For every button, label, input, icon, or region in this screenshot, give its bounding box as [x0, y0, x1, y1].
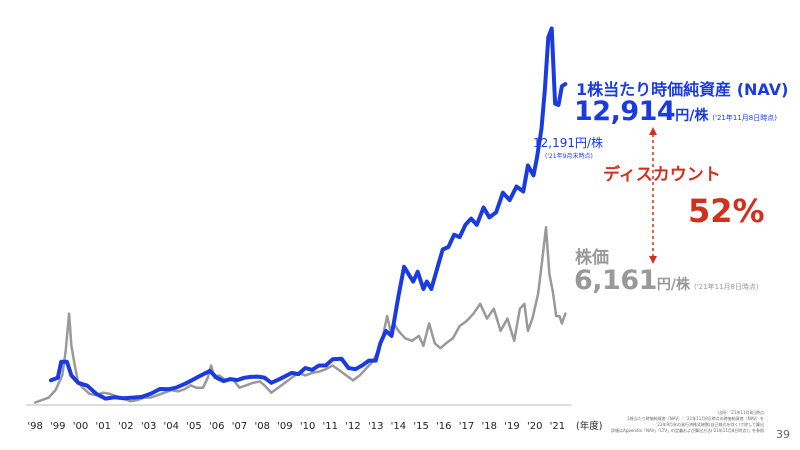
x-tick-label: '08	[254, 421, 269, 432]
nav-sep-value: 12,191円/株	[533, 136, 604, 150]
footnote: 1株当たり時価純資産（NAV）：'21年11月8日時点の時価純資産（NAV）を	[627, 416, 764, 421]
nav-series-line	[49, 26, 568, 401]
x-tick-label: '01	[95, 421, 110, 432]
x-tick-label: '20	[527, 421, 542, 432]
x-tick-label: '15	[413, 421, 428, 432]
x-tick-label: '99	[50, 421, 65, 432]
price-series-line	[33, 226, 567, 404]
nav-value: 12,914	[574, 96, 676, 127]
page-number: 39	[776, 428, 790, 441]
x-tick-label: '12	[345, 421, 360, 432]
x-tick-label: '19	[504, 421, 519, 432]
price-value-block: 6,161円/株 ('21年11月8日時点)	[574, 265, 759, 296]
x-tick-label: '13	[368, 421, 383, 432]
discount-arrow-head-up	[649, 127, 657, 135]
x-tick-label: '21	[550, 421, 565, 432]
price-unit: 円/株	[656, 277, 691, 293]
x-tick-label: '16	[436, 421, 451, 432]
nav-sep-note: ('21年9月末時点)	[545, 153, 593, 160]
discount-label: ディスカウント	[603, 165, 721, 185]
nav-value-block: 12,914円/株 ('21年11月8日時点)	[574, 96, 777, 127]
x-tick-label: '07	[232, 421, 247, 432]
x-tick-label: '09	[277, 421, 292, 432]
footnote: 詳細はAppendix「NAV」「LTV」の定義および算出方法('21年11月8…	[611, 428, 764, 433]
x-tick-label: '05	[186, 421, 201, 432]
price-value: 6,161	[574, 265, 657, 296]
x-tick-label: '02	[118, 421, 133, 432]
x-tick-label: '98	[27, 421, 42, 432]
x-tick-label: '04	[164, 421, 179, 432]
x-unit-label: (年度)	[576, 420, 602, 432]
x-tick-label: '17	[459, 421, 474, 432]
x-tick-label: '14	[391, 421, 406, 432]
x-tick-label: '03	[141, 421, 156, 432]
price-note: ('21年11月8日時点)	[694, 283, 759, 291]
discount-arrow-head-down	[649, 256, 657, 264]
nav-title: 1株当たり時価純資産 (NAV)	[576, 80, 789, 99]
x-tick-label: '06	[209, 421, 224, 432]
x-tick-label: '11	[323, 421, 338, 432]
x-tick-label: '10	[300, 421, 315, 432]
price-title: 株価	[575, 248, 609, 268]
discount-value: 52%	[688, 192, 765, 230]
nav-unit: 円/株	[675, 108, 709, 124]
nav-note: ('21年11月8日時点)	[712, 114, 777, 122]
x-tick-label: '00	[73, 421, 88, 432]
x-tick-label: '18	[482, 421, 497, 432]
footnote: 出所：'21年11月8日時点	[718, 410, 764, 415]
footnote: '21年9月末の発行済株式総数(自己株式を除く)で除して算出	[656, 422, 764, 427]
